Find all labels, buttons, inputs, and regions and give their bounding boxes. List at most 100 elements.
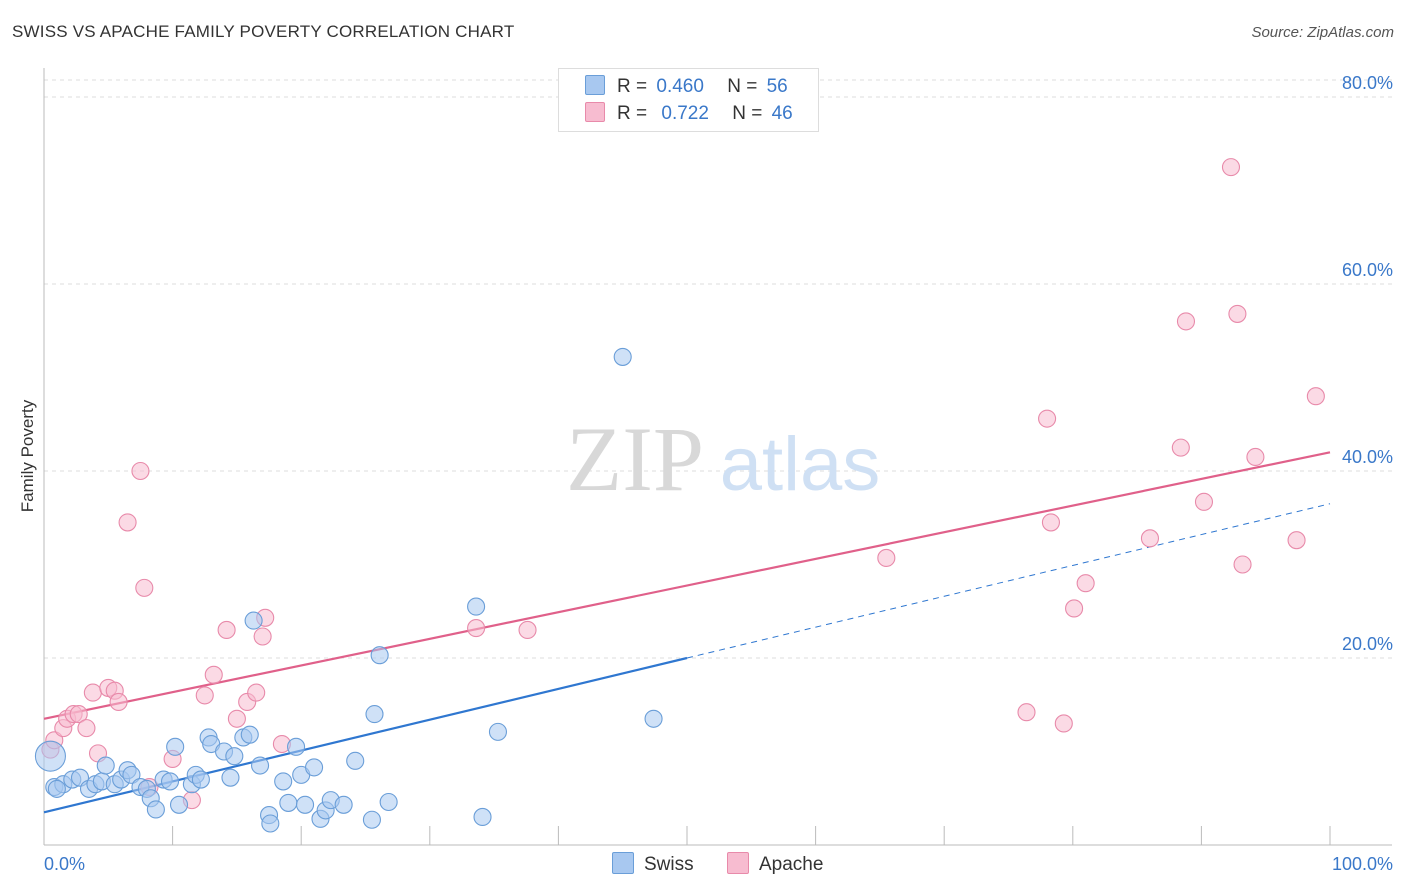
swiss-point (305, 758, 324, 777)
swiss-point (261, 814, 280, 833)
apache-point (1194, 492, 1214, 511)
apache-point (1017, 703, 1036, 722)
apache-point (1140, 529, 1160, 548)
y-tick-label: 80.0% (1342, 73, 1393, 93)
apache-point (195, 686, 214, 705)
swiss-point (250, 756, 270, 775)
swiss-point (169, 795, 189, 814)
points-layer (34, 158, 1325, 833)
apache-point (131, 461, 150, 481)
apache-point (1221, 158, 1241, 177)
grid-layer (44, 79, 1392, 659)
swiss-point (240, 725, 259, 744)
swiss-point (334, 795, 353, 814)
y-tick-label: 20.0% (1342, 634, 1393, 654)
label-layer: 20.0% 40.0% 60.0% 80.0% 0.0% 100.0% (44, 73, 1393, 874)
apache-n-label: N = (732, 103, 763, 124)
apache-r-value: 0.722 (661, 103, 709, 124)
apache-point (1228, 304, 1247, 323)
y-tick-label: 60.0% (1342, 260, 1393, 280)
swiss-point (613, 347, 632, 366)
apache-point (1176, 312, 1196, 331)
apache-legend-swatch (727, 852, 749, 874)
apache-point (1076, 574, 1095, 593)
legend-row-apache: R = 0.722 N = 46 (585, 102, 793, 126)
apache-point (247, 683, 266, 702)
swiss-point (191, 770, 210, 789)
apache-point (1306, 387, 1325, 406)
watermark-zip: ZIP (566, 408, 704, 510)
swiss-point (379, 792, 398, 812)
legend-item-swiss[interactable]: Swiss (612, 852, 694, 876)
swiss-point (47, 779, 66, 798)
apache-point (217, 620, 236, 640)
swiss-point (467, 597, 486, 616)
swiss-point (96, 756, 115, 775)
apache-point (135, 578, 154, 597)
swiss-point (473, 807, 492, 827)
series-legend: Swiss Apache (0, 852, 1406, 876)
apache-point (118, 513, 137, 532)
swiss-point (160, 772, 180, 791)
swiss-point (488, 722, 508, 741)
apache-point (1065, 599, 1084, 618)
apache-n-value: 46 (771, 103, 793, 124)
y-tick-label: 40.0% (1342, 447, 1393, 467)
swiss-legend-swatch (612, 852, 634, 874)
apache-point (83, 683, 102, 702)
legend-item-apache[interactable]: Apache (727, 852, 823, 876)
watermark: ZIP atlas (566, 408, 880, 510)
apache-point (877, 548, 896, 568)
apache-trend-line (43, 451, 1331, 720)
swiss-point (244, 611, 263, 630)
swiss-point (225, 747, 244, 766)
apache-point (1287, 531, 1306, 550)
swiss-point (221, 768, 240, 787)
apache-swatch (585, 102, 605, 122)
apache-point (1233, 555, 1252, 574)
apache-point (77, 719, 96, 738)
swiss-trend-extension (686, 503, 1331, 659)
source-label: Source: ZipAtlas.com (1251, 24, 1394, 41)
swiss-point (365, 705, 384, 724)
apache-point (69, 705, 88, 724)
swiss-point (146, 800, 165, 819)
apache-point (1041, 513, 1060, 532)
apache-point (1246, 447, 1265, 467)
apache-point (1054, 714, 1073, 733)
swiss-point (274, 772, 293, 791)
swiss-point (279, 793, 298, 812)
chart-title: SWISS VS APACHE FAMILY POVERTY CORRELATI… (12, 22, 515, 41)
apache-point (467, 619, 486, 638)
apache-point (109, 692, 128, 711)
legend-row-swiss: R = 0.460 N = 56 (585, 75, 788, 99)
apache-r-label: R = (617, 103, 648, 124)
swiss-point (166, 737, 185, 756)
axes-layer (43, 68, 1392, 846)
watermark-atlas: atlas (720, 422, 881, 507)
apache-point (1038, 409, 1057, 428)
apache-point (204, 665, 223, 684)
apache-point (253, 627, 272, 646)
swiss-point (362, 810, 381, 829)
swiss-r-value: 0.460 (656, 76, 704, 97)
swiss-n-value: 56 (766, 76, 788, 97)
apache-legend-label: Apache (759, 854, 824, 875)
swiss-point (34, 740, 66, 772)
swiss-point (122, 765, 141, 784)
swiss-legend-label: Swiss (644, 854, 694, 875)
correlation-legend: R = 0.460 N = 56 R = 0.722 N = 46 (558, 68, 819, 132)
swiss-r-label: R = (617, 76, 648, 97)
swiss-n-label: N = (727, 76, 758, 97)
swiss-point (287, 737, 306, 756)
x-tick-label-max: 100.0% (1332, 854, 1393, 874)
swiss-point (296, 795, 315, 814)
y-axis-label: Family Poverty (18, 399, 37, 512)
swiss-swatch (585, 75, 605, 95)
apache-point (1171, 438, 1190, 457)
swiss-point (346, 751, 365, 770)
x-tick-label-min: 0.0% (44, 854, 85, 874)
swiss-point (644, 709, 663, 728)
apache-point (227, 709, 246, 728)
